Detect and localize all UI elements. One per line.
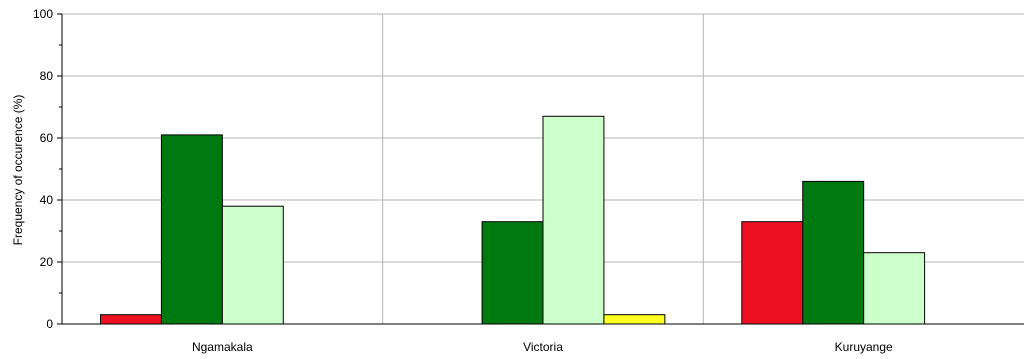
y-tick-label: 20 [40,255,54,269]
y-tick-label: 0 [46,317,53,331]
bar-victoria-3 [603,314,666,325]
y-axis-title: Frequency of occurence (%) [11,95,25,246]
bar-victoria-1 [481,221,544,325]
y-tick-label: 60 [40,131,54,145]
bar-ngamakala-0 [99,314,162,325]
bars [99,115,926,325]
bar-kuruyange-2 [863,252,926,325]
x-category-label: Kuruyange [835,340,893,354]
bar-victoria-2 [542,115,605,325]
bar-kuruyange-1 [802,180,865,325]
labels: 0 20 40 60 80 100 Ngamakala Victoria Kuruyange [33,7,893,354]
bar-ngamakala-1 [160,134,223,325]
bar-ngamakala-2 [221,205,284,325]
axes [57,13,1024,325]
bar-kuruyange-0 [741,221,804,325]
x-category-label: Ngamakala [192,340,253,354]
y-tick-label: 100 [33,7,53,21]
y-tick-label: 40 [40,193,54,207]
y-tick-label: 80 [40,69,54,83]
x-category-label: Victoria [523,340,563,354]
